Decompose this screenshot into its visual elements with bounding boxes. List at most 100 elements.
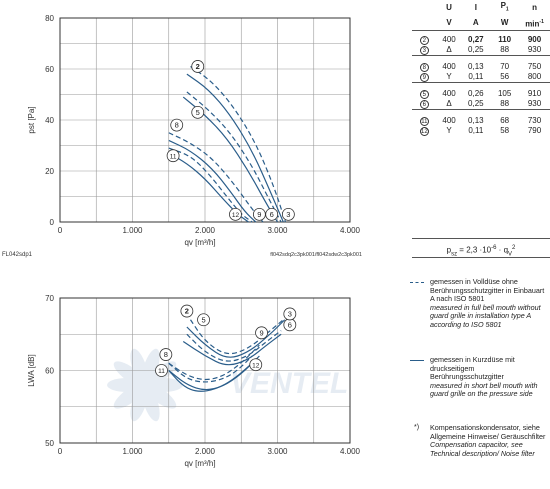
y-axis-label: pst [Pa] [27,106,36,133]
y-axis-label: LWA [dB] [27,354,36,386]
chart-right-note: fl042sdq2c3pk001/fl042sdw2c3pk001 [270,252,362,258]
marker-9: 9 [419,73,429,83]
curve-marker-circle [159,348,173,361]
header-1: U [446,2,452,12]
unit-3: W [490,15,520,32]
x-tick-label: 0 [58,447,63,456]
watermark-blade [143,378,183,392]
table-row: 8 400 0,13 70 750 [412,62,550,73]
table-row: 11 400 0,13 68 730 [419,116,542,127]
x-tick-label: 1.000 [122,447,143,456]
curve-marker-circle [265,207,279,221]
curve-marker-label: 9 [257,210,261,219]
watermark-blade [141,348,160,388]
note-mark: *) [414,424,420,431]
legend-dashed-en: measured in full bell mouth without guar… [430,302,541,329]
legend-dashed: gemessen in Volldüse ohne Berührungsschu… [410,277,550,330]
y-tick-label: 60 [45,367,54,376]
curve-3 [186,73,284,223]
table-row: 3 Δ 0,25 88 930 [412,45,550,56]
marker-12: 12 [419,127,429,137]
curve-5 [186,330,282,362]
marker-5: 5 [419,90,429,100]
legend-note-en: Compensation capacitor, see Technical de… [430,440,535,458]
unit-1: V [436,15,462,32]
chart-left-note: FL042sdp1 [2,252,33,258]
legend-note: *) Kompensationskondensator, siehe Allge… [410,423,550,458]
chart-1: 0 1.000 2.000 3.000 4.000 0 20 40 60 80 qv [m³/h] p… [2,14,362,258]
marker-3: 3 [419,46,429,56]
header-2: I [474,2,477,12]
curve-8 [168,132,264,223]
curve-marker-circle [229,207,242,221]
curve-marker-circle [197,313,210,327]
curve-9 [168,139,257,223]
curve-5 [186,91,282,223]
y-tick-label: 80 [45,14,54,23]
unit-0 [412,15,437,32]
unit-2: A [461,15,491,32]
x-axis-label: qv [m³/h] [184,459,215,468]
y-tick-label: 40 [45,116,54,125]
marker-6: 6 [419,100,429,110]
x-tick-label: 3.000 [267,226,288,235]
dashed-line-sample [410,282,424,283]
legend-note-de: Kompensationskondensator, siehe Allgemei… [430,423,546,441]
y-tick-label: 0 [50,218,55,227]
x-tick-label: 2.000 [195,226,216,235]
table-row: 9 Y 0,11 56 800 [412,72,550,83]
marker-8: 8 [419,63,429,73]
unit-4: min-1 [519,15,550,32]
plot-frame [59,17,351,223]
legend-solid-en: measured in short bell mouth with guard … [430,380,538,399]
header-3: P1 [500,1,509,13]
table-row: 12 Y 0,11 58 790 [419,126,542,137]
curve-marker-circle [180,304,194,318]
curve-marker-circle [281,207,295,221]
curve-marker-label: 11 [170,153,177,160]
x-tick-label: 1.000 [122,226,143,235]
table-row: 5 400 0,26 105 910 [412,89,550,100]
curve-marker-label: 6 [270,210,274,219]
curve-marker-label: 3 [288,310,292,319]
legend-dashed-de: gemessen in Volldüse ohne Berührungsschu… [430,277,545,304]
watermark-blade [141,382,160,422]
curve-marker-circle [249,358,263,372]
curve-12 [168,355,253,383]
curve-marker-circle [170,118,184,132]
curve-marker-label: 12 [252,362,260,369]
curve-marker-label: 2 [185,307,189,316]
curve-marker-label: 3 [286,210,290,219]
marker-11: 11 [419,117,429,127]
table-row: 6 Δ 0,25 88 930 [412,99,550,110]
curve-marker-label: 11 [158,368,165,375]
x-tick-label: 4.000 [340,226,361,235]
legend-solid: gemessen in Kurzdüse mit druckseitigem B… [410,355,550,399]
header-0 [412,0,437,16]
x-tick-label: 0 [58,226,63,235]
marker-2: 2 [419,36,429,46]
curve-11 [168,362,253,392]
watermark-blade [113,361,148,388]
pressure-formula: psz = 2,3 ·10-6 · qV2 [412,238,550,258]
curve-marker-circle [283,307,297,321]
watermark-blade [113,382,148,409]
watermark-text: VENTEL [230,367,348,400]
curve-marker-circle [166,149,180,163]
curve-marker-circle [255,326,268,340]
curve-marker-label: 9 [259,328,263,337]
watermark-blade [107,378,147,392]
curve-marker-label: 8 [164,350,168,359]
x-axis-label: qv [m³/h] [184,238,215,247]
watermark-blade [130,382,149,422]
curve-marker-label: 12 [232,212,240,219]
chart-2: VENTEL 0 1.000 2.000 3.000 4.000 50 60 70 qv [m³/… [27,294,361,468]
legend-solid-de: gemessen in Kurzdüse mit druckseitigem B… [430,355,515,382]
y-tick-label: 70 [45,294,54,303]
curve-marker-label: 5 [196,108,200,117]
table-row: 2 400 0,27 110 900 [412,35,550,46]
curve-3 [186,319,286,358]
x-tick-label: 4.000 [340,447,361,456]
curve-6 [182,96,279,223]
